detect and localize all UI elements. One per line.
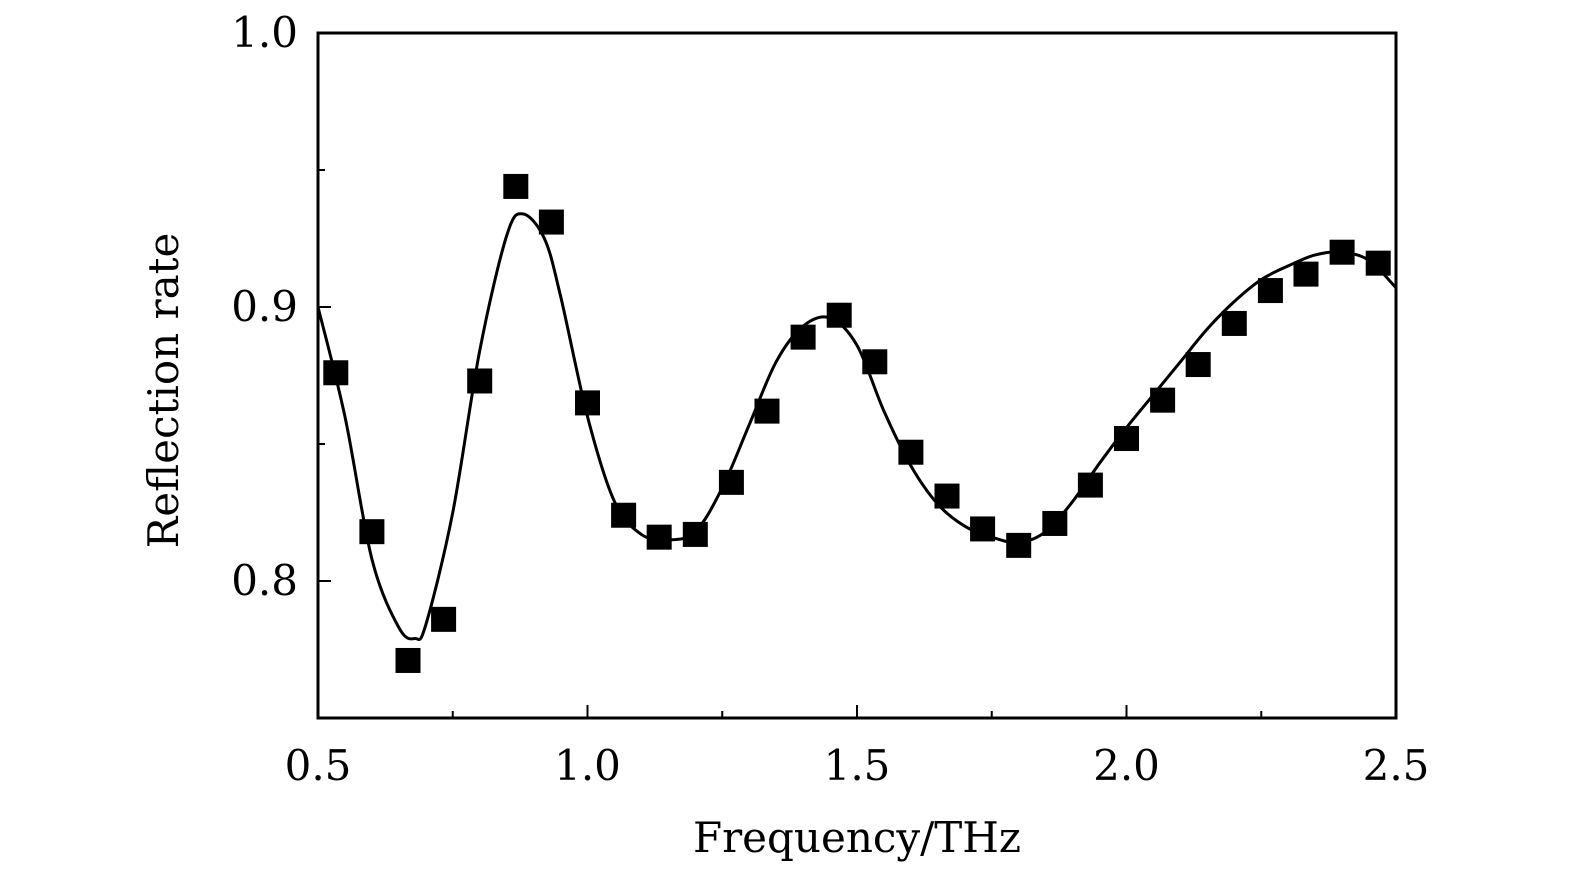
data-point-marker <box>1185 352 1211 378</box>
data-point-marker <box>1293 261 1319 287</box>
data-point-marker <box>646 524 672 550</box>
y-tick-label: 0.8 <box>231 556 298 605</box>
y-tick-label: 0.9 <box>231 282 298 331</box>
plot-frame <box>316 31 1398 720</box>
y-tick-label: 1.0 <box>231 8 298 57</box>
x-axis-title: Frequency/THz <box>693 813 1021 862</box>
data-point-marker <box>1150 387 1176 413</box>
data-point-marker <box>431 606 457 632</box>
x-tick-label: 1.0 <box>554 741 621 790</box>
x-tick-label: 0.5 <box>285 741 352 790</box>
data-point-marker <box>538 209 564 235</box>
x-tick-label: 2.5 <box>1363 741 1430 790</box>
data-point-marker <box>1365 250 1391 276</box>
data-point-marker <box>1221 310 1247 336</box>
data-point-marker <box>503 173 529 199</box>
plot-layer <box>318 173 1396 673</box>
data-point-marker <box>682 521 708 547</box>
fit-curve-line <box>318 212 1396 642</box>
data-point-marker <box>790 324 816 350</box>
data-point-marker <box>395 647 421 673</box>
y-axis-title: Reflection rate <box>139 233 188 549</box>
data-point-marker <box>467 368 493 394</box>
data-point-marker <box>1006 532 1032 558</box>
x-tick-label: 1.5 <box>824 741 891 790</box>
data-point-marker <box>718 469 744 495</box>
x-tick-label: 2.0 <box>1093 741 1160 790</box>
tick-labels-layer: 0.5 1.0 1.5 2.0 2.5 0.8 0.9 1.0 <box>231 8 1429 790</box>
data-point-marker <box>1257 278 1283 304</box>
